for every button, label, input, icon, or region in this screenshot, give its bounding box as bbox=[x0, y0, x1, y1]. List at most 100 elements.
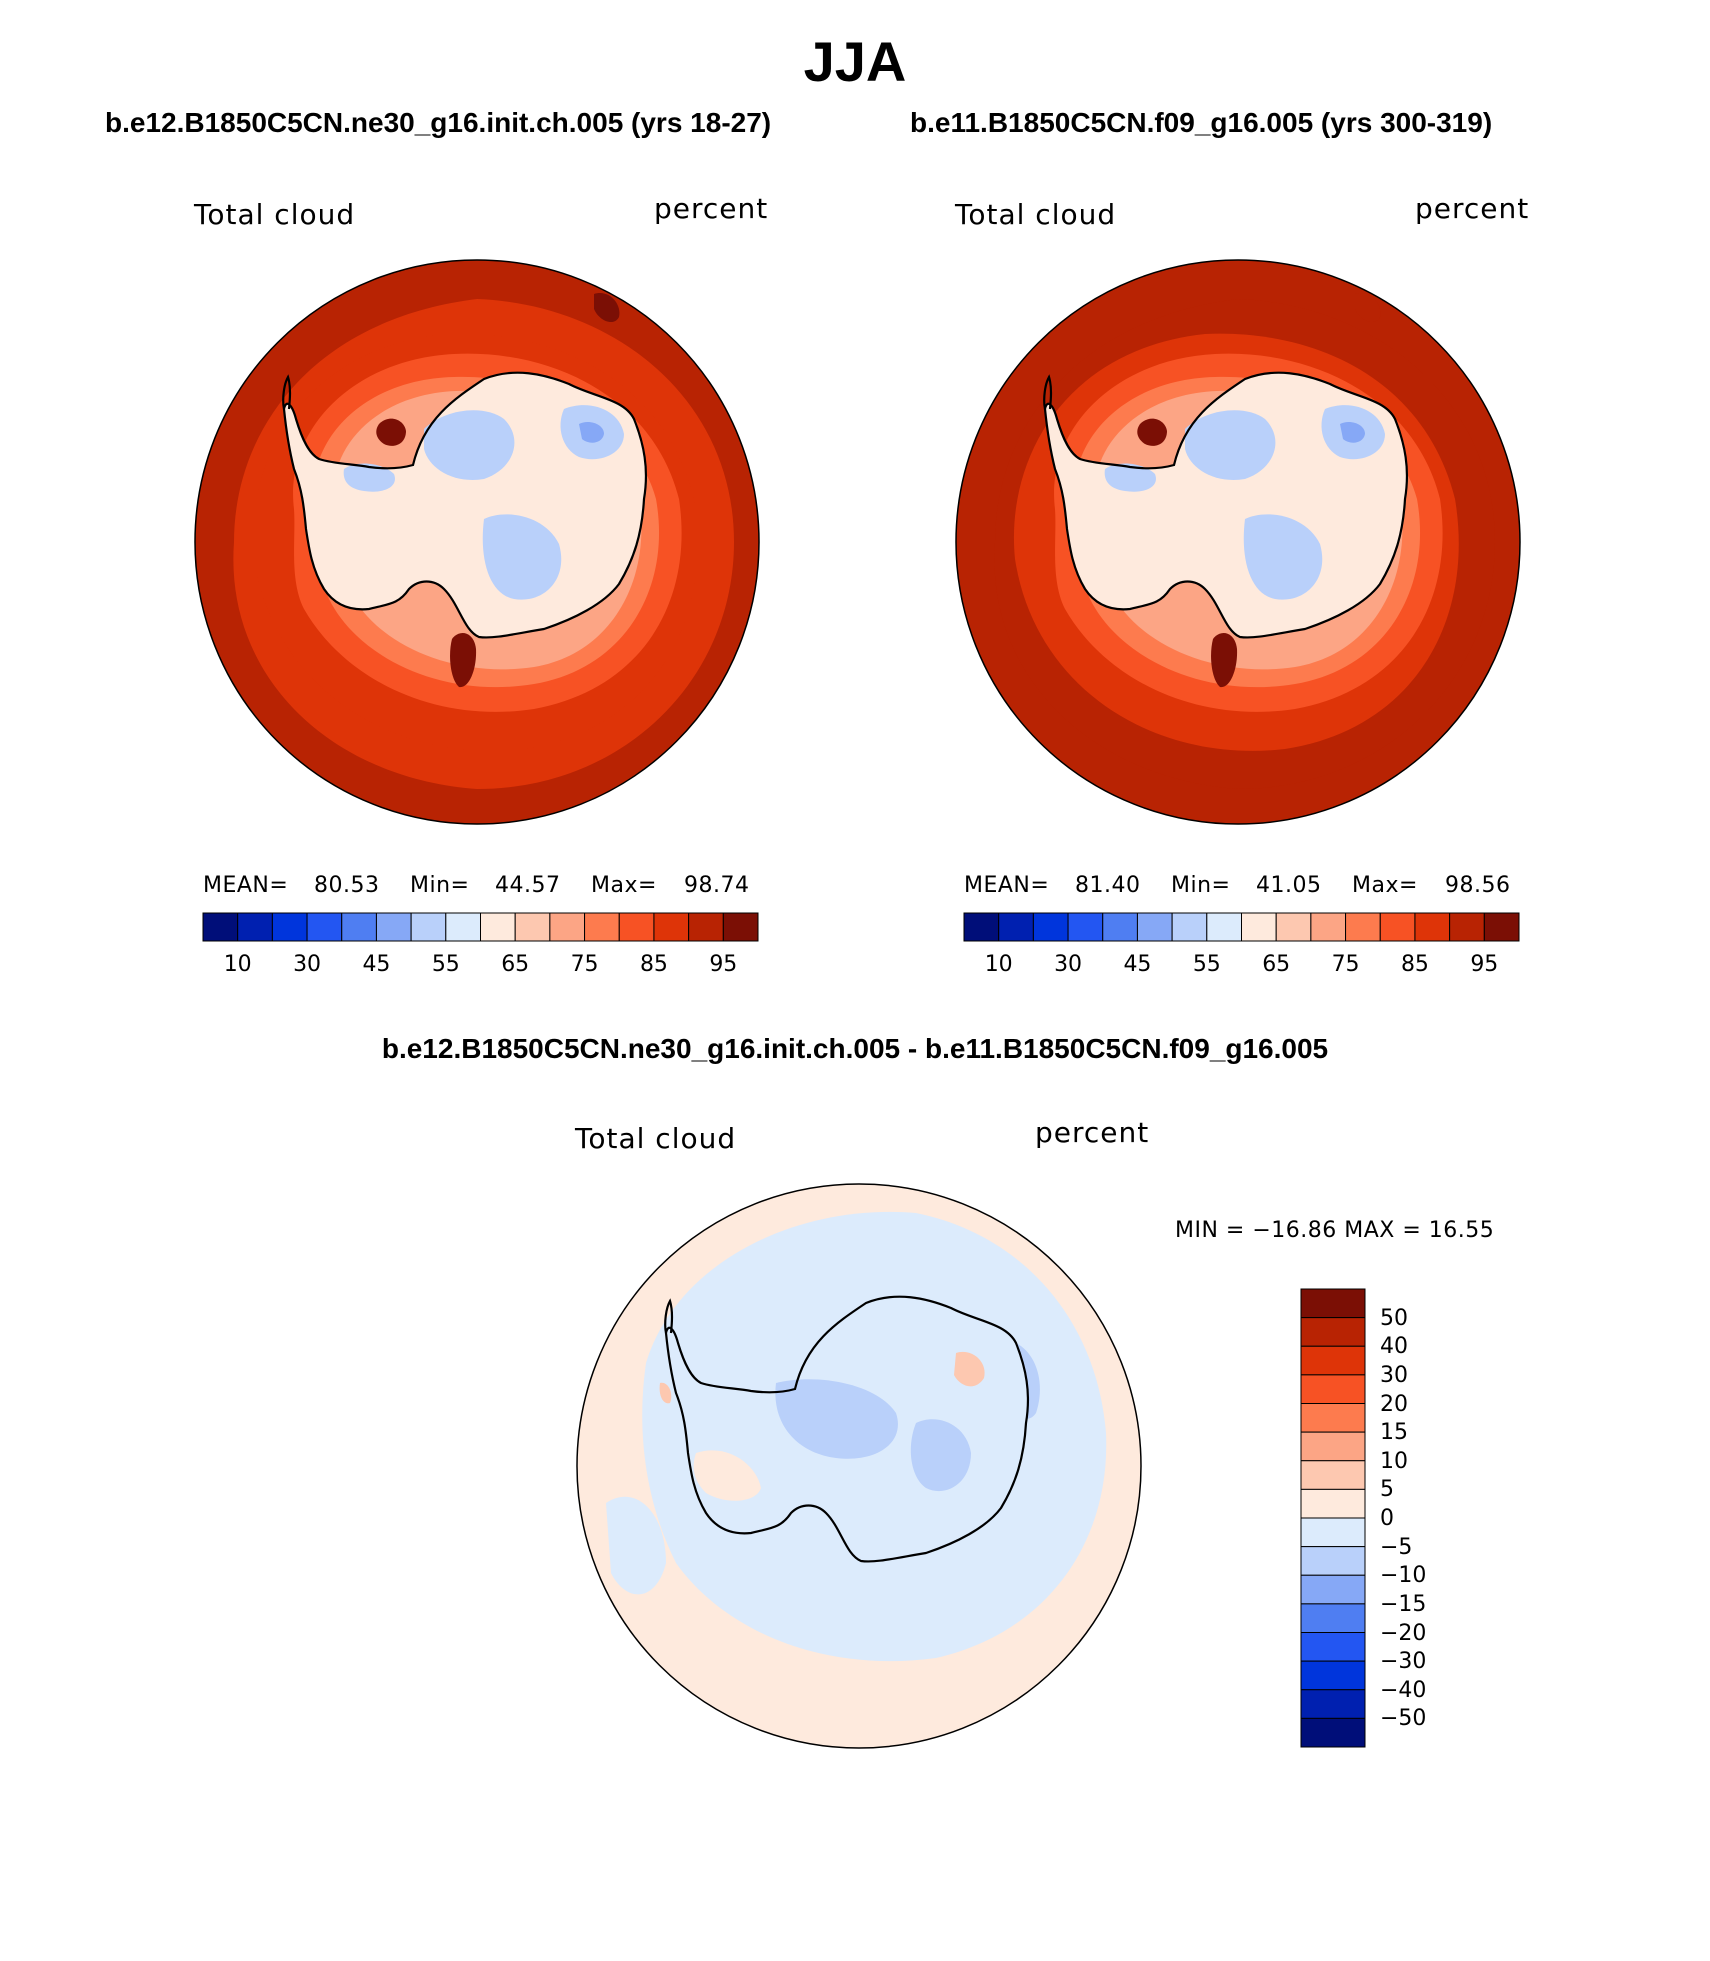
colorbar-box bbox=[688, 912, 724, 942]
panel1-mean-value: 80.53 bbox=[314, 873, 380, 898]
colorbar-tick-label: 30 bbox=[1380, 1362, 1408, 1388]
colorbar-box bbox=[271, 912, 308, 942]
panel1-max-value: 98.74 bbox=[684, 873, 750, 898]
difference-colorbar bbox=[1300, 1288, 1366, 1748]
colorbar-tick-label: 10 bbox=[223, 952, 252, 977]
coastline bbox=[664, 1295, 1030, 1563]
map-border bbox=[194, 259, 760, 825]
colorbar-box bbox=[202, 912, 239, 942]
colorbar-tick-label: 75 bbox=[1331, 952, 1360, 977]
colorbar-box bbox=[1414, 912, 1451, 942]
colorbar-tick-label: 30 bbox=[293, 952, 322, 977]
colorbar-box bbox=[1067, 912, 1104, 942]
colorbar-tick-label: 65 bbox=[1262, 952, 1291, 977]
colorbar-box bbox=[445, 912, 481, 942]
panel2-polar-map bbox=[955, 259, 1521, 825]
panel2-mean-label: MEAN= bbox=[964, 873, 1050, 898]
colorbar-tick-label: 55 bbox=[431, 952, 460, 977]
colorbar-box bbox=[375, 912, 412, 942]
colorbar-tick-label: 0 bbox=[1380, 1506, 1394, 1531]
colorbar-box bbox=[410, 912, 447, 942]
difference-title: b.e12.B1850C5CN.ne30_g16.init.ch.005 - b… bbox=[381, 1033, 1329, 1064]
colorbar-box bbox=[306, 912, 343, 942]
contour-region bbox=[693, 1450, 761, 1501]
colorbar-box bbox=[1300, 1717, 1366, 1748]
colorbar-box bbox=[1300, 1574, 1366, 1605]
coastline bbox=[1043, 371, 1409, 639]
colorbar-tick-label: 50 bbox=[1380, 1305, 1408, 1331]
colorbar-box bbox=[1300, 1660, 1366, 1691]
colorbar-tick-label: 85 bbox=[1400, 952, 1429, 977]
map-border bbox=[576, 1183, 1142, 1749]
colorbar-box bbox=[1300, 1460, 1366, 1490]
panel2-units-label: percent bbox=[1415, 192, 1530, 225]
colorbar-tick-label: 45 bbox=[362, 952, 391, 977]
panel2-min-label: Min= bbox=[1171, 873, 1231, 898]
panel2-colorbar bbox=[963, 912, 1520, 942]
contour-region bbox=[954, 1351, 985, 1387]
colorbar-box bbox=[237, 912, 273, 942]
panel2-case-title: b.e11.B1850C5CN.f09_g16.005 (yrs 300-319… bbox=[910, 107, 1493, 138]
colorbar-box bbox=[618, 912, 655, 942]
difference-colorbar-ticks: 50 40 30 20 15 10 5 0 −5 −10 −15 −20 −30 −40 −50 bbox=[1380, 1289, 1460, 1747]
contour-region bbox=[424, 410, 515, 480]
colorbar-box bbox=[1379, 912, 1416, 942]
colorbar-box bbox=[1300, 1488, 1366, 1519]
panel2-field-label: Total cloud bbox=[955, 198, 1117, 231]
colorbar-box bbox=[1345, 912, 1381, 942]
panel1-max-label: Max= bbox=[591, 873, 657, 898]
difference-field-label: Total cloud bbox=[575, 1122, 737, 1155]
colorbar-tick-label: 95 bbox=[709, 952, 738, 977]
panel1-colorbar bbox=[202, 912, 759, 942]
colorbar-tick-label: 45 bbox=[1123, 952, 1152, 977]
colorbar-box bbox=[1136, 912, 1173, 942]
contour-region bbox=[450, 633, 477, 688]
colorbar-box bbox=[1300, 1517, 1366, 1548]
colorbar-tick-label: 15 bbox=[1380, 1420, 1408, 1446]
panel1-field-label: Total cloud bbox=[194, 198, 356, 231]
colorbar-tick-label: 85 bbox=[639, 952, 668, 977]
panel2-max-value: 98.56 bbox=[1445, 873, 1511, 898]
colorbar-box bbox=[1300, 1288, 1366, 1319]
contour-region bbox=[579, 422, 604, 443]
difference-units-label: percent bbox=[1035, 1116, 1150, 1149]
colorbar-box bbox=[1206, 912, 1242, 942]
contour-region bbox=[659, 1382, 672, 1404]
contour-region bbox=[1185, 410, 1276, 480]
panel2-mean-value: 81.40 bbox=[1075, 873, 1141, 898]
contour-region bbox=[1211, 633, 1238, 688]
colorbar-tick-label: −50 bbox=[1380, 1706, 1427, 1732]
colorbar-tick-label: −30 bbox=[1380, 1649, 1427, 1675]
difference-minmax: MIN = −16.86 MAX = 16.55 bbox=[1175, 1218, 1495, 1243]
colorbar-box bbox=[1483, 912, 1520, 942]
panel1-mean-label: MEAN= bbox=[203, 873, 289, 898]
contour-region bbox=[594, 293, 620, 323]
colorbar-box bbox=[1300, 1546, 1366, 1576]
colorbar-box bbox=[1102, 912, 1138, 942]
colorbar-box bbox=[1300, 1632, 1366, 1662]
panel1-colorbar-ticks: 10 30 45 55 65 75 85 95 bbox=[203, 952, 758, 978]
contour-region bbox=[1137, 418, 1167, 446]
panel1-stats: MEAN= 80.53 Min= 44.57 Max= 98.74 bbox=[203, 873, 763, 899]
colorbar-tick-label: 95 bbox=[1470, 952, 1499, 977]
colorbar-box bbox=[1171, 912, 1208, 942]
coastline bbox=[282, 374, 292, 410]
difference-polar-map bbox=[576, 1183, 1142, 1749]
colorbar-box bbox=[1241, 912, 1277, 942]
colorbar-box bbox=[998, 912, 1034, 942]
colorbar-tick-label: 40 bbox=[1380, 1334, 1408, 1360]
colorbar-box bbox=[1310, 912, 1347, 942]
coastline bbox=[1043, 374, 1053, 410]
panel2-max-label: Max= bbox=[1352, 873, 1418, 898]
panel1-case-title: b.e12.B1850C5CN.ne30_g16.init.ch.005 (yr… bbox=[105, 107, 772, 138]
colorbar-tick-label: −15 bbox=[1380, 1591, 1427, 1617]
colorbar-tick-label: 10 bbox=[984, 952, 1013, 977]
colorbar-box bbox=[584, 912, 620, 942]
colorbar-box bbox=[1300, 1345, 1366, 1376]
colorbar-box bbox=[963, 912, 1000, 942]
contour-region bbox=[343, 463, 395, 492]
colorbar-tick-label: 5 bbox=[1380, 1477, 1394, 1503]
colorbar-tick-label: 20 bbox=[1380, 1391, 1408, 1417]
colorbar-tick-label: 75 bbox=[570, 952, 599, 977]
colorbar-tick-label: 10 bbox=[1380, 1448, 1408, 1474]
